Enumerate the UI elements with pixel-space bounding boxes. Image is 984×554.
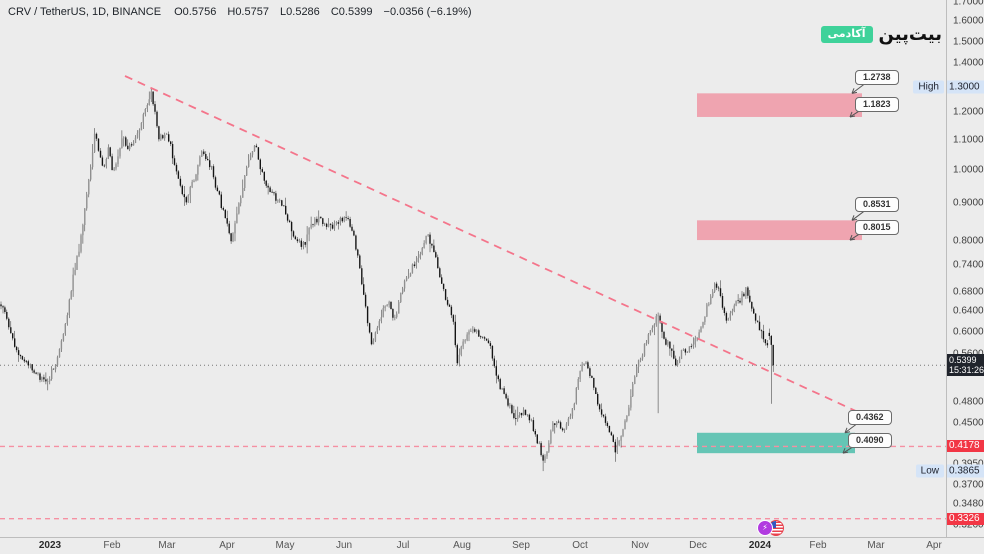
time-tick: Nov <box>631 540 649 551</box>
zone-price-callout[interactable]: 1.2738 <box>855 70 899 86</box>
close-value: C0.5399 <box>330 6 373 18</box>
symbol-title: CRV / TetherUS, 1D, BINANCE <box>8 6 162 18</box>
price-tick: 1.0000 <box>953 164 984 176</box>
last-price-value: 0.5399 <box>949 355 977 366</box>
time-tick: Mar <box>867 540 885 551</box>
price-tick: 0.6800 <box>953 286 984 298</box>
open-value: O0.5756 <box>174 6 217 18</box>
zone-price-callout[interactable]: 0.8015 <box>855 220 899 236</box>
price-tick: 1.2000 <box>953 106 984 118</box>
price-tick: 0.6000 <box>953 326 984 338</box>
high-price-badge: 1.3000 <box>947 80 984 94</box>
time-tick: Jul <box>396 540 410 551</box>
last-price-badge: 0.5399 15:31:26 <box>947 354 984 377</box>
low-price-badge: 0.3865 <box>947 464 984 478</box>
price-tick: 1.7000 <box>953 0 984 8</box>
time-tick: Dec <box>689 540 707 551</box>
chart-canvas[interactable] <box>0 0 946 537</box>
time-tick: 2023 <box>38 540 62 551</box>
high-label: High <box>913 80 944 94</box>
supply-zone[interactable] <box>697 93 862 117</box>
price-tick: 0.3480 <box>953 498 984 510</box>
time-tick: Apr <box>219 540 235 551</box>
zone-price-callout[interactable]: 0.4090 <box>848 433 892 449</box>
up-candles <box>29 91 747 461</box>
alert-price-badge: 0.3326 <box>947 512 984 525</box>
zone-price-callout[interactable]: 0.8531 <box>855 197 899 213</box>
descending-trendline[interactable] <box>124 75 859 413</box>
lightning-event-icon[interactable]: ⚡ <box>757 520 773 536</box>
price-tick: 1.5000 <box>953 36 984 48</box>
price-tick: 0.4800 <box>953 396 984 408</box>
bar-countdown: 15:31:26 <box>949 365 984 376</box>
symbol-legend[interactable]: CRV / TetherUS, 1D, BINANCE O0.5756 H0.5… <box>8 6 480 18</box>
logo-brand-text: بیت‌پین <box>878 24 942 44</box>
logo-academy-badge: آکادمی <box>820 25 873 43</box>
zone-price-callout[interactable]: 1.1823 <box>855 96 899 112</box>
time-tick: Aug <box>453 540 471 551</box>
down-candles <box>0 91 774 461</box>
price-tick: 0.3260 <box>953 519 984 531</box>
low-label: Low <box>915 464 944 478</box>
time-tick: Sep <box>512 540 530 551</box>
change-value: −0.0356 (−6.19%) <box>383 6 472 18</box>
price-tick: 0.7400 <box>953 259 984 271</box>
watermark-logo: آکادمی بیت‌پین <box>820 24 942 44</box>
time-tick: 2024 <box>748 540 772 551</box>
time-tick: Feb <box>103 540 121 551</box>
price-tick: 0.8000 <box>953 235 984 247</box>
price-tick: 0.3950 <box>953 459 984 470</box>
time-tick: Oct <box>572 540 588 551</box>
price-tick: 0.6400 <box>953 305 984 317</box>
price-tick: 0.4500 <box>953 417 984 429</box>
zone-price-callout[interactable]: 0.4362 <box>848 409 892 425</box>
time-tick: May <box>275 540 295 551</box>
time-tick: Mar <box>158 540 176 551</box>
demand-zone[interactable] <box>697 432 855 454</box>
candlestick-chart[interactable] <box>0 0 946 537</box>
alert-price-badge: 0.4178 <box>947 440 984 453</box>
time-tick: Jun <box>335 540 353 551</box>
event-markers[interactable]: ⚡ <box>757 519 787 536</box>
low-value: L0.5286 <box>280 6 320 18</box>
price-tick: 0.3700 <box>953 479 984 491</box>
time-tick: Feb <box>809 540 827 551</box>
price-tick: 0.5600 <box>953 348 984 359</box>
time-tick: Apr <box>926 540 942 551</box>
price-tick: 0.9000 <box>953 197 984 209</box>
price-tick: 1.4000 <box>953 57 984 69</box>
price-tick: 1.1000 <box>953 134 984 146</box>
high-value: H0.5757 <box>227 6 269 18</box>
time-axis[interactable]: 2023 Feb Mar Apr May Jun Jul Aug Sep Oct Nov Dec 202… <box>0 537 984 554</box>
price-tick: 1.6000 <box>953 15 984 27</box>
supply-zone[interactable] <box>697 220 862 241</box>
